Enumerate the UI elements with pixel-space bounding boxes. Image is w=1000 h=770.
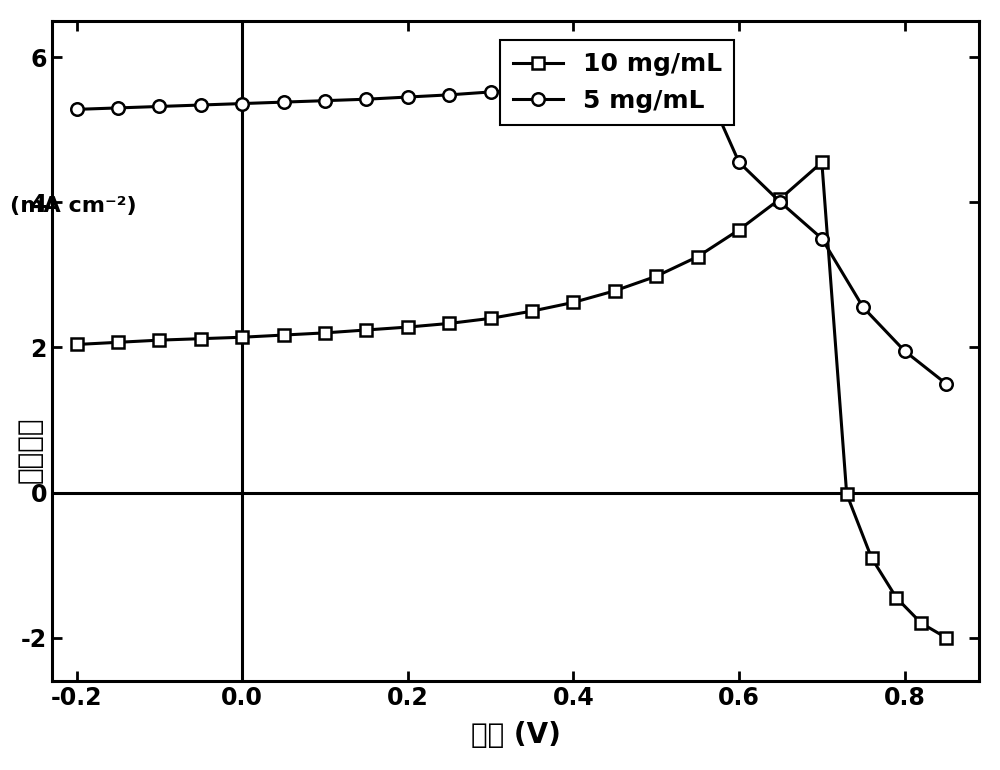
10 mg/mL bbox=[841, 490, 853, 499]
5 mg/mL bbox=[153, 102, 165, 111]
Line: 5 mg/mL: 5 mg/mL bbox=[70, 63, 952, 390]
X-axis label: 电势 (V): 电势 (V) bbox=[471, 721, 560, 749]
Text: 电流密度: 电流密度 bbox=[16, 417, 44, 484]
10 mg/mL bbox=[609, 286, 621, 296]
10 mg/mL bbox=[195, 334, 207, 343]
5 mg/mL bbox=[899, 346, 911, 356]
10 mg/mL bbox=[866, 553, 878, 562]
10 mg/mL bbox=[890, 593, 902, 602]
10 mg/mL bbox=[112, 338, 124, 347]
5 mg/mL bbox=[733, 158, 745, 167]
5 mg/mL bbox=[360, 95, 372, 104]
10 mg/mL bbox=[278, 330, 290, 340]
10 mg/mL bbox=[402, 323, 414, 332]
Legend: 10 mg/mL, 5 mg/mL: 10 mg/mL, 5 mg/mL bbox=[500, 40, 734, 126]
10 mg/mL bbox=[360, 326, 372, 335]
5 mg/mL bbox=[609, 75, 621, 85]
5 mg/mL bbox=[112, 103, 124, 112]
5 mg/mL bbox=[857, 303, 869, 312]
10 mg/mL bbox=[236, 333, 248, 342]
5 mg/mL bbox=[236, 99, 248, 108]
10 mg/mL bbox=[153, 336, 165, 345]
10 mg/mL bbox=[485, 313, 497, 323]
5 mg/mL bbox=[485, 87, 497, 96]
5 mg/mL bbox=[567, 80, 579, 89]
5 mg/mL bbox=[402, 92, 414, 102]
10 mg/mL bbox=[443, 319, 455, 328]
10 mg/mL bbox=[915, 618, 927, 628]
10 mg/mL bbox=[940, 633, 952, 642]
10 mg/mL bbox=[71, 340, 83, 349]
Line: 10 mg/mL: 10 mg/mL bbox=[70, 156, 952, 644]
10 mg/mL bbox=[319, 328, 331, 337]
5 mg/mL bbox=[650, 71, 662, 80]
10 mg/mL bbox=[567, 298, 579, 307]
5 mg/mL bbox=[774, 198, 786, 207]
5 mg/mL bbox=[195, 100, 207, 109]
5 mg/mL bbox=[692, 65, 704, 74]
10 mg/mL bbox=[526, 306, 538, 316]
10 mg/mL bbox=[733, 225, 745, 234]
5 mg/mL bbox=[71, 105, 83, 114]
Text: (mA cm⁻²): (mA cm⁻²) bbox=[10, 196, 137, 216]
10 mg/mL bbox=[774, 194, 786, 203]
10 mg/mL bbox=[816, 158, 828, 167]
10 mg/mL bbox=[692, 252, 704, 261]
5 mg/mL bbox=[940, 379, 952, 388]
5 mg/mL bbox=[443, 90, 455, 99]
10 mg/mL bbox=[650, 272, 662, 281]
5 mg/mL bbox=[319, 96, 331, 105]
5 mg/mL bbox=[278, 98, 290, 107]
5 mg/mL bbox=[816, 234, 828, 243]
5 mg/mL bbox=[526, 84, 538, 93]
